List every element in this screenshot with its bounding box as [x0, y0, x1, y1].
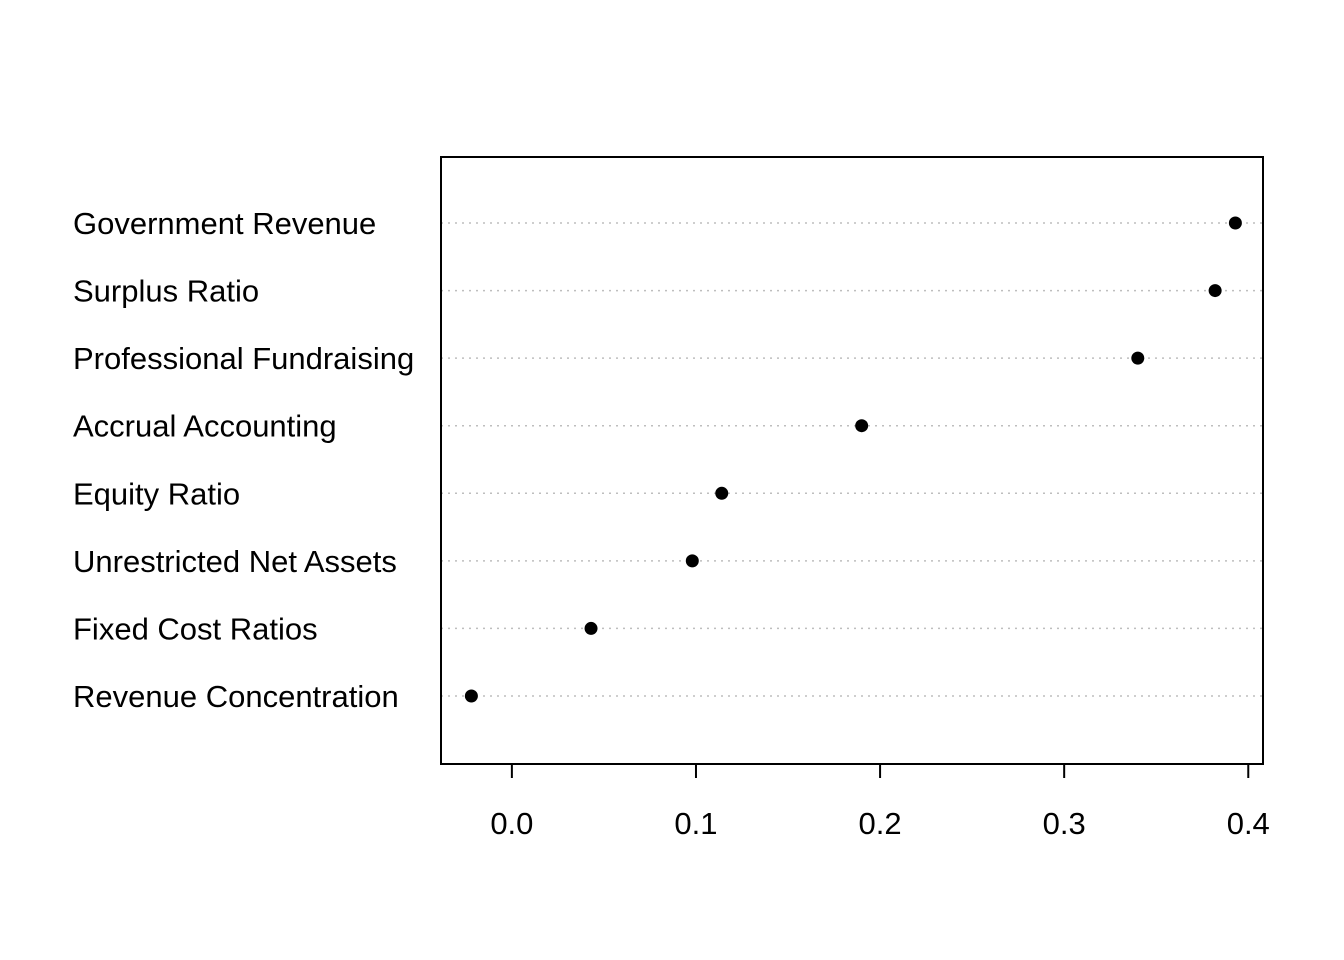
data-point: [1131, 351, 1145, 365]
category-label: Revenue Concentration: [73, 679, 399, 714]
category-label: Government Revenue: [73, 206, 376, 241]
category-label: Professional Fundraising: [73, 341, 414, 376]
data-point: [464, 689, 478, 703]
x-tick-label: 0.4: [1227, 806, 1270, 841]
category-label: Equity Ratio: [73, 476, 240, 511]
data-point: [715, 486, 729, 500]
data-point: [1208, 284, 1222, 298]
category-label: Accrual Accounting: [73, 409, 337, 444]
x-tick-label: 0.2: [859, 806, 902, 841]
category-label: Unrestricted Net Assets: [73, 544, 397, 579]
data-points: [464, 216, 1242, 703]
x-axis: 0.0 0.1 0.2 0.3 0.4: [490, 763, 1270, 841]
x-tick-label: 0.1: [674, 806, 717, 841]
category-label: Fixed Cost Ratios: [73, 611, 318, 646]
category-labels: Revenue Concentration Fixed Cost Ratios Un…: [73, 206, 414, 714]
data-point: [855, 419, 869, 433]
data-point: [1228, 216, 1242, 230]
data-point: [685, 554, 699, 568]
category-label: Surplus Ratio: [73, 274, 259, 309]
x-tick-label: 0.3: [1043, 806, 1086, 841]
data-point: [584, 621, 598, 635]
x-tick-label: 0.0: [490, 806, 533, 841]
